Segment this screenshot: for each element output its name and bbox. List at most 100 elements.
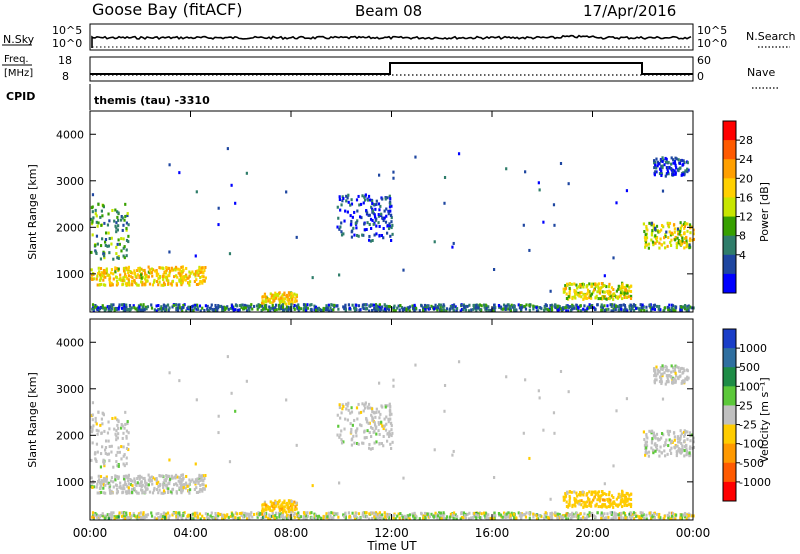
velocity-cell — [628, 502, 631, 506]
velocity-cell — [172, 511, 175, 515]
power-cell — [675, 246, 678, 250]
velocity-cell — [163, 478, 166, 482]
power-cell — [550, 308, 554, 312]
power-cell — [675, 157, 678, 161]
velocity-cell — [613, 513, 616, 517]
velocity-cell — [601, 504, 604, 508]
velocity-cell — [659, 445, 662, 449]
power-cell — [368, 213, 371, 217]
velocity-cell — [390, 424, 393, 428]
velocity-cell — [504, 515, 507, 519]
velocity-cell — [672, 431, 676, 435]
velocity-cell — [165, 476, 168, 480]
velocity-cell — [99, 465, 103, 469]
power-cell — [140, 273, 143, 277]
velocity-cell — [127, 488, 130, 492]
power-cell — [594, 283, 597, 287]
power-cell — [684, 222, 687, 226]
power-cell — [91, 303, 95, 307]
velocity-cell — [613, 511, 616, 515]
velocity-cell — [670, 375, 673, 379]
power-cell — [332, 308, 335, 312]
velocity-cell — [199, 517, 202, 521]
power-cell — [281, 293, 284, 297]
velocity-cell — [512, 516, 516, 520]
colorbar-segment — [723, 329, 736, 349]
velocity-cell — [390, 428, 393, 432]
power-cell — [128, 308, 131, 312]
power-cell — [367, 194, 371, 198]
power-cell — [592, 282, 595, 286]
velocity-cell — [118, 450, 121, 454]
velocity-cell — [622, 493, 625, 497]
velocity-cell — [203, 487, 206, 491]
power-cell — [124, 202, 127, 206]
power-cell — [552, 203, 556, 207]
power-cell — [116, 256, 119, 260]
power-cell — [283, 297, 286, 301]
velocity-cell — [112, 480, 115, 484]
power-cell — [112, 303, 115, 307]
velocity-cell — [145, 515, 148, 519]
power-cell — [99, 257, 103, 261]
velocity-cell — [97, 410, 100, 414]
velocity-cell — [403, 516, 406, 520]
power-cell — [225, 306, 228, 310]
power-cell — [624, 306, 627, 310]
power-cell — [216, 308, 219, 312]
power-cell — [237, 308, 240, 312]
velocity-cell — [100, 479, 103, 483]
velocity-cell — [192, 480, 195, 484]
velocity-cell — [125, 456, 128, 460]
velocity-cell — [473, 514, 476, 518]
velocity-cell — [149, 479, 152, 483]
velocity-cell — [155, 512, 158, 516]
velocity-cell — [330, 516, 333, 520]
velocity-cell — [687, 376, 690, 380]
velocity-cell — [123, 426, 126, 430]
velocity-cell — [625, 499, 628, 503]
velocity-cell — [306, 511, 309, 515]
power-cell — [673, 227, 676, 231]
power-cell — [661, 166, 664, 170]
power-cell — [185, 309, 188, 313]
power-cell — [118, 303, 121, 307]
power-cell — [183, 303, 186, 307]
power-cell — [389, 200, 392, 204]
power-cell — [445, 309, 448, 313]
power-cell — [369, 217, 373, 221]
power-cell — [180, 283, 183, 287]
power-cell — [582, 292, 585, 296]
power-cell — [350, 230, 353, 234]
power-cell — [97, 266, 100, 270]
power-cell — [99, 276, 102, 280]
velocity-cell — [568, 513, 571, 517]
power-cell — [125, 283, 128, 287]
power-cell — [343, 219, 346, 223]
power-cell — [605, 297, 608, 301]
power-cell — [123, 279, 126, 283]
velocity-cell — [611, 502, 614, 506]
power-cell — [163, 307, 166, 311]
velocity-cell — [354, 429, 357, 433]
velocity-cell — [353, 517, 357, 521]
power-cell — [120, 237, 123, 241]
colorbar-segment — [723, 462, 736, 483]
velocity-cell — [377, 422, 381, 426]
velocity-cell — [598, 499, 602, 503]
velocity-cell — [203, 477, 206, 481]
velocity-cell — [535, 517, 539, 521]
power-cell — [138, 274, 141, 278]
power-cell — [116, 282, 120, 286]
power-cell — [532, 304, 535, 308]
power-cell — [389, 234, 392, 238]
power-cell — [459, 309, 462, 313]
power-cell — [108, 283, 112, 287]
power-cell — [686, 229, 689, 233]
power-cell — [286, 305, 289, 309]
power-cell — [363, 303, 366, 307]
power-cell — [606, 289, 609, 293]
velocity-cell — [615, 409, 618, 413]
velocity-cell — [487, 513, 490, 517]
power-cell — [199, 279, 202, 283]
